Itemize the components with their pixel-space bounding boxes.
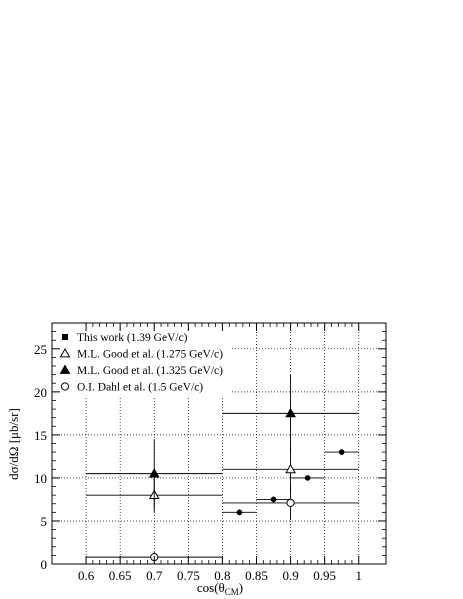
x-axis-label-close: ) — [239, 580, 243, 595]
x-axis-label-main: cos(θ — [197, 580, 225, 595]
x-tick-label: 0.9 — [282, 568, 298, 583]
data-point — [305, 476, 310, 481]
legend-marker — [63, 335, 68, 340]
y-tick-label: 0 — [41, 557, 48, 572]
data-point — [237, 510, 242, 515]
y-tick-label: 25 — [34, 342, 47, 357]
x-tick-label: 0.6 — [78, 568, 95, 583]
x-tick-label: 0.85 — [245, 568, 268, 583]
legend-label: M.L. Good et al. (1.325 GeV/c) — [77, 365, 223, 377]
y-tick-label: 5 — [41, 514, 48, 529]
data-point — [339, 450, 344, 455]
legend-marker — [61, 383, 68, 390]
y-tick-label: 20 — [34, 385, 47, 400]
x-axis-label-subscript: CM — [225, 587, 239, 597]
legend-label: M.L. Good et al. (1.275 GeV/c) — [77, 349, 223, 361]
legend-label: O.I. Dahl et al. (1.5 GeV/c) — [77, 382, 203, 394]
y-tick-label: 15 — [34, 428, 47, 443]
x-tick-label: 0.65 — [109, 568, 132, 583]
x-tick-label: 0.7 — [146, 568, 163, 583]
legend: This work (1.39 GeV/c) M.L. Good et al. (… — [58, 330, 230, 397]
legend-label: This work (1.39 GeV/c) — [77, 332, 188, 344]
x-tick-label: 1 — [355, 568, 362, 583]
y-axis-label: dσ/dΩ [μb/sr] — [6, 408, 21, 480]
x-tick-label: 0.95 — [313, 568, 336, 583]
data-point — [287, 499, 294, 506]
y-tick-label: 10 — [34, 471, 47, 486]
data-point — [271, 497, 276, 502]
